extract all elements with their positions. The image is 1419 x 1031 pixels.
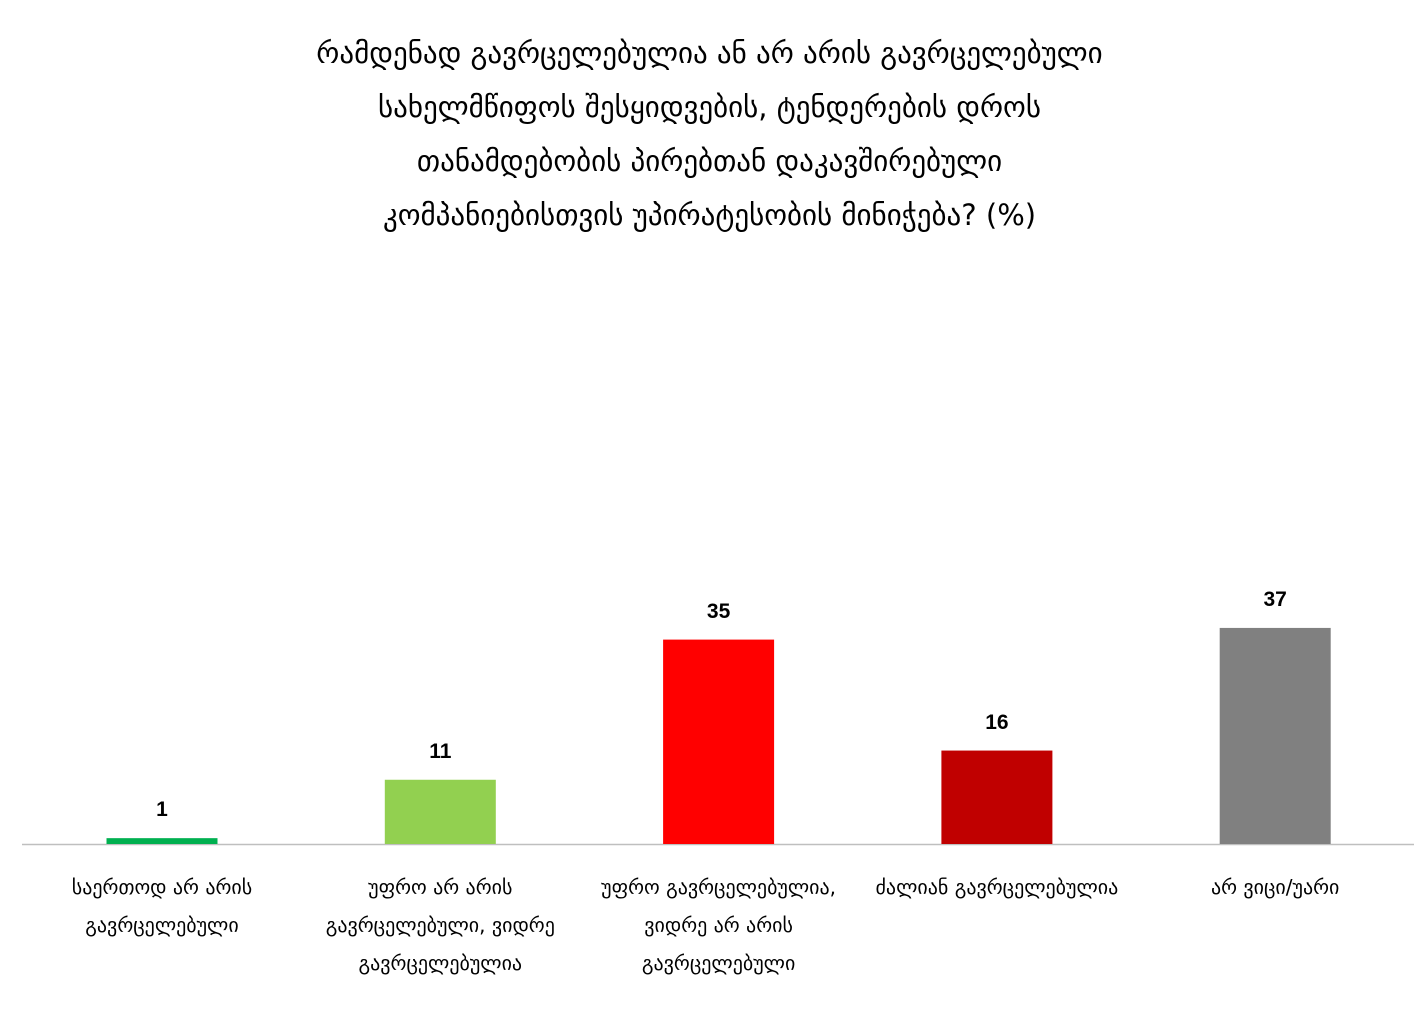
x-tick-label: უფრო არ არის გავრცელებული, ვიდრე გავრცელ…	[325, 875, 555, 975]
title-line: თანამდებობის პირებთან დაკავშირებული	[416, 144, 1003, 178]
x-tick-label: საერთოდ არ არის გავრცელებული	[71, 875, 253, 937]
title-line: სახელმწიფოს შესყიდვების, ტენდერების დროს	[378, 90, 1041, 124]
bar	[663, 639, 775, 844]
value-label: 16	[985, 710, 1009, 734]
bar	[941, 750, 1053, 844]
title-line: რამდენად გავრცელებულია ან არ არის გავრცე…	[316, 36, 1103, 70]
x-tick-label: არ ვიცი/უარი	[1210, 875, 1340, 899]
bar	[1219, 627, 1331, 844]
value-label: 1	[156, 798, 168, 822]
value-label: 11	[429, 739, 452, 763]
x-tick-label: ძალიან გავრცელებულია	[875, 875, 1119, 899]
bar	[106, 838, 218, 844]
x-tick-label: უფრო გავრცელებულია, ვიდრე არ არის გავრცე…	[601, 875, 837, 975]
title-line: კომპანიებისთვის უპირატესობის მინიჭება? (…	[382, 198, 1037, 232]
bar	[384, 779, 496, 844]
chart-title: რამდენად გავრცელებულია ან არ არის გავრცე…	[0, 26, 1419, 242]
value-label: 35	[706, 599, 731, 623]
value-label: 37	[1263, 587, 1287, 611]
